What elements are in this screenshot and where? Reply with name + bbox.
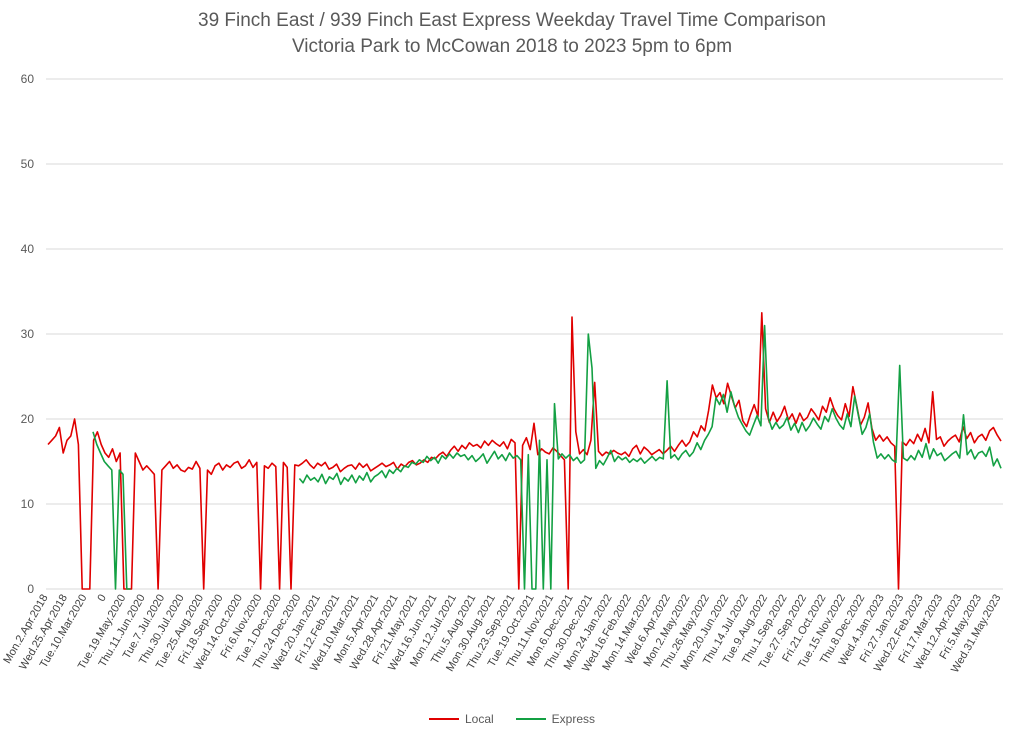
y-tick-label: 40: [21, 242, 35, 256]
y-tick-label: 60: [21, 72, 35, 86]
gridlines: [46, 78, 1003, 590]
chart-title: 39 Finch East / 939 Finch East Express W…: [198, 10, 826, 31]
legend-item-express: Express: [515, 712, 596, 726]
y-tick-label: 0: [27, 582, 34, 596]
legend-label-express: Express: [551, 712, 596, 726]
legend-swatch-local: [428, 718, 459, 720]
series-lines: [47, 312, 1002, 590]
legend-label-local: Local: [464, 712, 494, 726]
series-line-express: [92, 324, 1002, 590]
y-axis-ticks: 0 10 20 30 40 50 60: [21, 72, 35, 596]
legend: Local Express: [0, 712, 1024, 726]
y-tick-label: 30: [21, 327, 35, 341]
y-tick-label: 50: [21, 157, 35, 171]
chart-subtitle: Victoria Park to McCowan 2018 to 2023 5p…: [291, 36, 733, 57]
x-axis-ticks: Mon.2.Apr.2018Wed.25.Apr.2018Tue.10.Mar.…: [1, 593, 1003, 675]
x-tick-label: 0: [95, 593, 108, 604]
legend-item-local: Local: [428, 712, 494, 726]
y-tick-label: 20: [21, 412, 35, 426]
y-tick-label: 10: [21, 497, 35, 511]
legend-swatch-express: [515, 718, 546, 720]
series-line-local: [47, 312, 1002, 590]
